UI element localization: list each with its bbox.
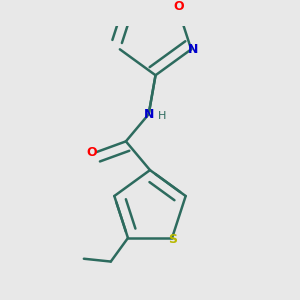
Text: H: H	[158, 111, 166, 121]
Text: O: O	[86, 146, 97, 159]
Text: N: N	[188, 43, 199, 56]
Text: O: O	[173, 0, 184, 13]
Text: S: S	[169, 232, 178, 245]
Text: N: N	[143, 108, 154, 121]
